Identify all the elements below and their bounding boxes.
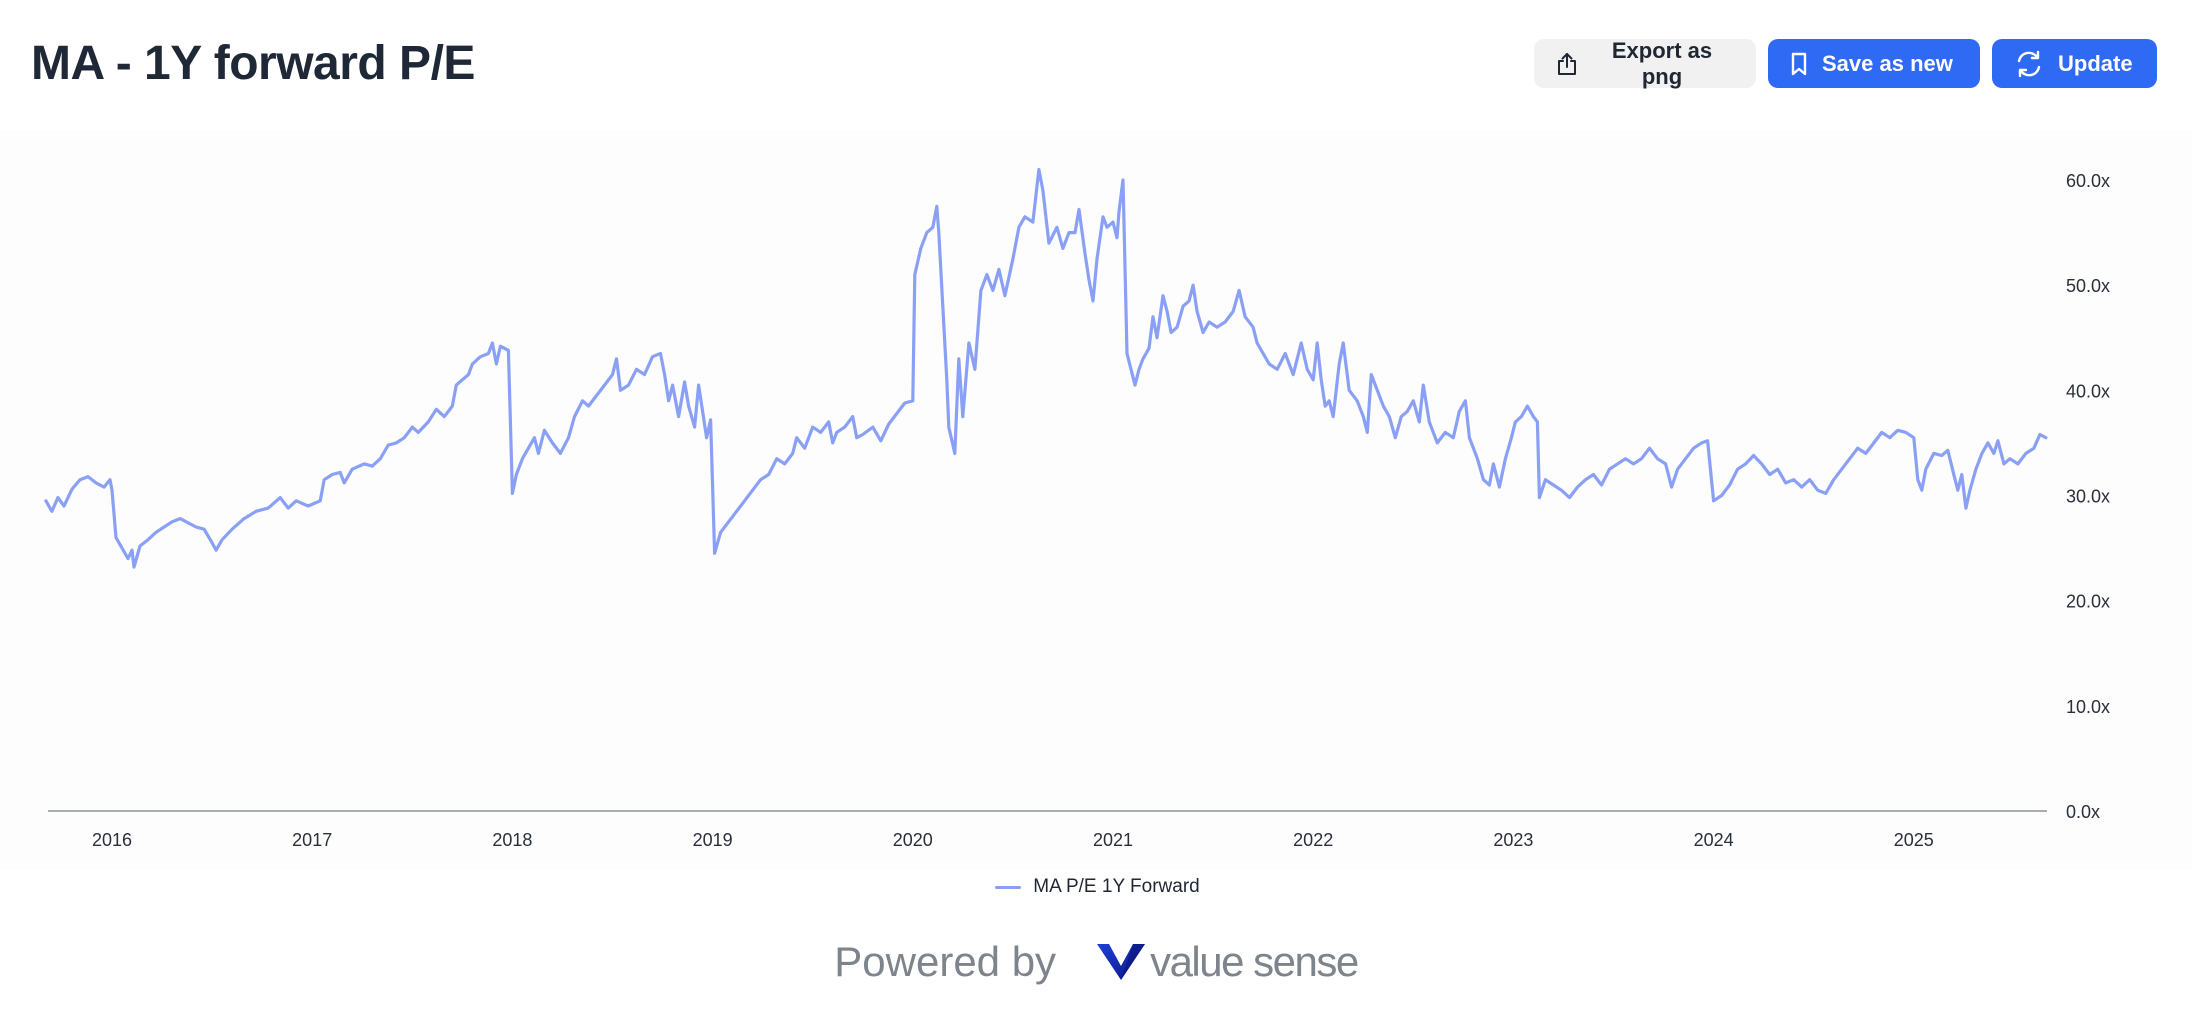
pe-line-chart[interactable]: 0.0x 10.0x 20.0x 30.0x 40.0x 50.0x 60.0x 2016 20… [0, 130, 2192, 870]
refresh-icon [2017, 50, 2041, 77]
x-axis-tick-label: 2018 [492, 830, 532, 850]
save-as-new-button[interactable]: Save as new [1768, 39, 1980, 88]
bookmark-icon [1791, 52, 1807, 75]
x-axis-tick-label: 2024 [1694, 830, 1734, 850]
y-axis-tick-label: 0.0x [2066, 802, 2100, 822]
y-axis-tick-label: 10.0x [2066, 697, 2110, 717]
series-line[interactable] [44, 167, 2048, 569]
y-axis-tick-label: 30.0x [2066, 487, 2110, 507]
brand-name: value sense [1150, 938, 1359, 985]
x-axis-tick-label: 2021 [1093, 830, 1133, 850]
x-axis-tick-label: 2025 [1894, 830, 1934, 850]
update-label: Update [2058, 50, 2133, 76]
chart-panel: 0.0x 10.0x 20.0x 30.0x 40.0x 50.0x 60.0x 2016 20… [0, 130, 2192, 870]
y-axis-tick-label: 60.0x [2066, 171, 2110, 191]
x-axis-tick-label: 2022 [1293, 830, 1333, 850]
powered-by-footer: Powered by value sense [0, 938, 2192, 986]
powered-by-text: Powered by [834, 938, 1057, 985]
x-axis-tick-label: 2017 [292, 830, 332, 850]
x-axis-tick-label: 2016 [92, 830, 132, 850]
x-axis-tick-label: 2019 [693, 830, 733, 850]
save-as-new-label: Save as new [1822, 50, 1953, 76]
x-axis-tick-label: 2023 [1493, 830, 1533, 850]
page-title: MA - 1Y forward P/E [31, 37, 475, 90]
update-button[interactable]: Update [1992, 39, 2157, 88]
header: MA - 1Y forward P/E Export as png Save a… [0, 0, 2192, 128]
legend-line-swatch [995, 885, 1022, 889]
export-png-button[interactable]: Export as png [1534, 37, 1756, 89]
chart-legend[interactable]: MA P/E 1Y Forward [0, 876, 2192, 898]
value-sense-v-logo-icon [1097, 944, 1146, 980]
share-upload-icon [1558, 52, 1576, 75]
y-axis-tick-label: 50.0x [2066, 276, 2110, 296]
y-axis-tick-label: 20.0x [2066, 592, 2110, 612]
legend-label: MA P/E 1Y Forward [1033, 876, 1200, 897]
export-png-label: Export as png [1611, 37, 1713, 89]
toolbar: Export as png Save as new Update [1534, 37, 2157, 89]
brand-logo: value sense [1096, 938, 1359, 986]
y-axis-tick-label: 40.0x [2066, 381, 2110, 401]
x-axis-tick-label: 2020 [893, 830, 933, 850]
